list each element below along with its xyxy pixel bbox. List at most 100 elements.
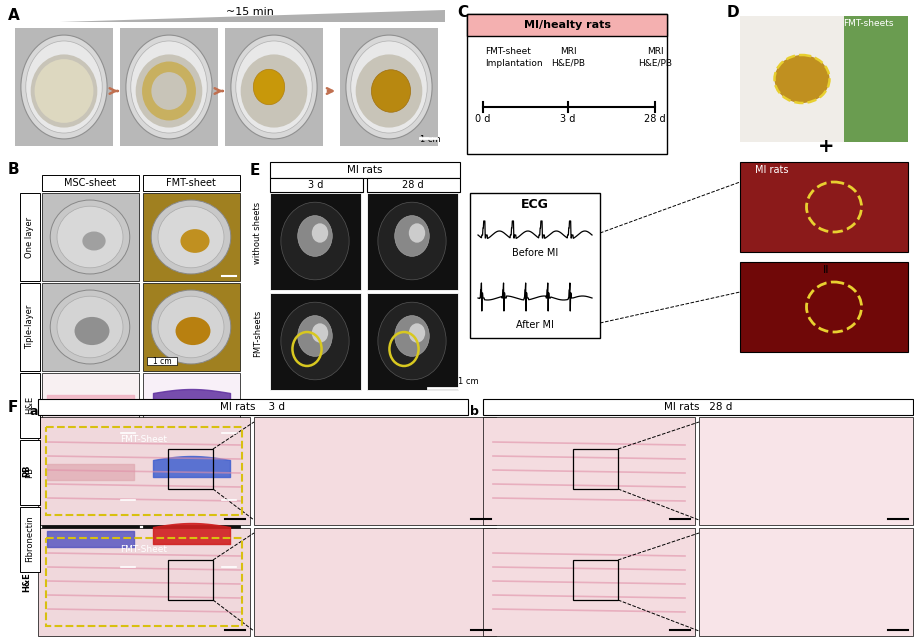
Bar <box>467 14 667 36</box>
Ellipse shape <box>26 41 102 133</box>
Bar <box>699 417 913 525</box>
Ellipse shape <box>50 290 130 364</box>
Ellipse shape <box>377 302 446 380</box>
Bar <box>143 373 240 438</box>
Ellipse shape <box>236 41 313 133</box>
Text: b: b <box>470 405 479 418</box>
Bar <box>467 14 667 154</box>
Ellipse shape <box>281 202 349 280</box>
Bar <box>483 528 695 636</box>
Bar <box>367 293 458 390</box>
Ellipse shape <box>774 55 830 103</box>
Bar <box>20 283 40 371</box>
Ellipse shape <box>135 54 202 128</box>
Bar <box>42 193 139 281</box>
Text: One layer: One layer <box>26 216 35 258</box>
Ellipse shape <box>152 72 186 110</box>
Bar <box>15 28 113 146</box>
Text: 28 d: 28 d <box>402 180 424 190</box>
Ellipse shape <box>180 229 209 253</box>
Bar <box>367 193 458 290</box>
Bar <box>143 193 240 281</box>
Bar <box>483 417 695 525</box>
Ellipse shape <box>281 302 349 380</box>
Text: B: B <box>8 162 19 177</box>
Bar <box>143 440 240 505</box>
Text: ECG: ECG <box>521 198 549 212</box>
Bar <box>225 28 323 146</box>
Text: MRI: MRI <box>559 47 577 57</box>
Text: 1 cm: 1 cm <box>153 357 171 366</box>
Text: A: A <box>8 8 20 23</box>
Text: MI rats: MI rats <box>347 165 383 175</box>
Bar <box>254 417 496 525</box>
Text: FMT-Sheet: FMT-Sheet <box>121 434 167 443</box>
Bar <box>483 399 913 415</box>
Ellipse shape <box>298 316 333 357</box>
Text: Implantation: Implantation <box>485 59 543 68</box>
Text: MRI: MRI <box>647 47 664 57</box>
Bar <box>38 399 468 415</box>
Bar <box>143 175 240 191</box>
Ellipse shape <box>377 202 446 280</box>
Text: FMT-sheets: FMT-sheets <box>253 309 262 357</box>
Bar <box>42 507 139 572</box>
Bar <box>46 427 242 515</box>
Text: E: E <box>250 163 260 178</box>
Ellipse shape <box>151 200 230 274</box>
Text: Fibronectin: Fibronectin <box>26 516 35 562</box>
Text: FMT-sheet: FMT-sheet <box>166 178 216 188</box>
Text: PB: PB <box>23 464 31 477</box>
Ellipse shape <box>57 206 123 268</box>
Text: 3 d: 3 d <box>560 114 576 124</box>
Ellipse shape <box>50 200 130 274</box>
Bar <box>270 193 361 290</box>
Bar <box>270 293 361 390</box>
Bar <box>573 560 618 600</box>
Ellipse shape <box>298 216 333 256</box>
Text: MI rats: MI rats <box>755 165 789 175</box>
Ellipse shape <box>21 35 107 139</box>
Text: H&E/PB: H&E/PB <box>551 59 585 68</box>
Bar <box>143 507 240 572</box>
Bar <box>699 528 913 636</box>
Bar <box>20 193 40 281</box>
Text: C: C <box>457 5 468 20</box>
Bar <box>740 162 908 252</box>
Text: 0 d: 0 d <box>475 114 491 124</box>
Ellipse shape <box>312 223 328 242</box>
Ellipse shape <box>395 316 430 357</box>
Ellipse shape <box>409 223 425 242</box>
Bar <box>42 175 139 191</box>
Bar <box>367 178 460 192</box>
Bar <box>470 193 600 338</box>
Text: H&E: H&E <box>26 396 35 414</box>
Bar <box>573 449 618 489</box>
Text: After MI: After MI <box>516 320 554 330</box>
Text: 3 d: 3 d <box>308 180 324 190</box>
Text: II: II <box>823 265 829 275</box>
Text: MSC-sheet: MSC-sheet <box>64 178 116 188</box>
Text: MI rats    3 d: MI rats 3 d <box>220 402 285 412</box>
Ellipse shape <box>75 317 110 345</box>
Text: FMT-sheet: FMT-sheet <box>485 47 531 57</box>
Text: a: a <box>30 405 38 418</box>
Bar <box>168 560 213 600</box>
Ellipse shape <box>31 54 97 128</box>
Ellipse shape <box>351 41 427 133</box>
Text: 28 d: 28 d <box>644 114 665 124</box>
Ellipse shape <box>57 296 123 358</box>
Bar <box>147 357 177 365</box>
Text: ~15 min: ~15 min <box>226 7 274 17</box>
Ellipse shape <box>240 54 307 128</box>
Ellipse shape <box>82 232 106 251</box>
Text: Before MI: Before MI <box>512 248 558 258</box>
Bar <box>42 373 139 438</box>
Text: +: + <box>818 138 834 156</box>
Text: FMT-Sheet: FMT-Sheet <box>121 545 167 554</box>
Text: D: D <box>727 5 739 20</box>
Ellipse shape <box>356 54 422 128</box>
Ellipse shape <box>371 70 410 112</box>
Bar <box>20 440 40 505</box>
Ellipse shape <box>142 61 196 121</box>
